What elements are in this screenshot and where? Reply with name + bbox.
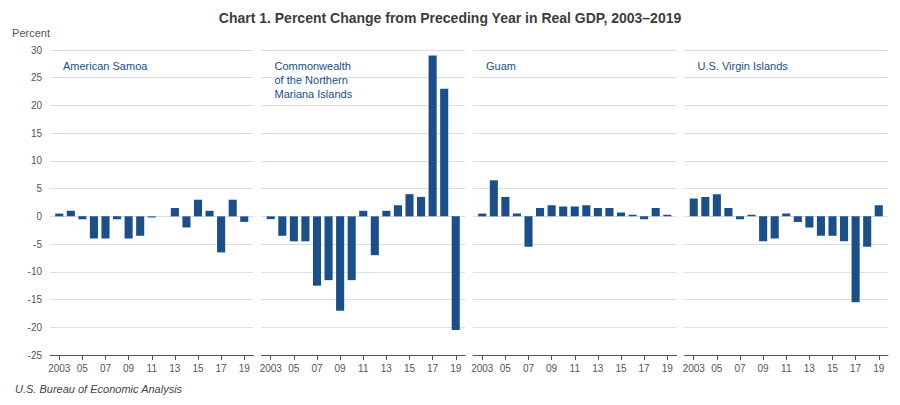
svg-text:-15: -15 bbox=[28, 294, 43, 305]
svg-text:15: 15 bbox=[827, 363, 839, 374]
svg-text:15: 15 bbox=[31, 128, 43, 139]
svg-text:Chart 1. Percent Change from P: Chart 1. Percent Change from Preceding Y… bbox=[219, 10, 682, 26]
svg-text:19: 19 bbox=[239, 363, 251, 374]
svg-text:-10: -10 bbox=[28, 266, 43, 277]
svg-text:11: 11 bbox=[147, 363, 158, 374]
svg-text:Percent: Percent bbox=[12, 27, 50, 39]
svg-text:2003: 2003 bbox=[683, 363, 706, 374]
svg-text:09: 09 bbox=[335, 363, 347, 374]
svg-text:13: 13 bbox=[804, 363, 816, 374]
svg-text:of the Northern: of the Northern bbox=[275, 74, 348, 86]
svg-text:U.S. Bureau of Economic Analys: U.S. Bureau of Economic Analysis bbox=[15, 383, 183, 395]
svg-text:Commonwealth: Commonwealth bbox=[275, 60, 351, 72]
svg-text:13: 13 bbox=[592, 363, 604, 374]
svg-text:09: 09 bbox=[758, 363, 770, 374]
svg-text:Guam: Guam bbox=[486, 60, 516, 72]
svg-text:09: 09 bbox=[546, 363, 558, 374]
svg-text:11: 11 bbox=[358, 363, 369, 374]
svg-text:30: 30 bbox=[31, 45, 43, 56]
svg-text:19: 19 bbox=[450, 363, 462, 374]
svg-text:0: 0 bbox=[36, 211, 42, 222]
svg-text:13: 13 bbox=[169, 363, 181, 374]
svg-text:17: 17 bbox=[216, 363, 228, 374]
svg-text:17: 17 bbox=[427, 363, 439, 374]
svg-text:19: 19 bbox=[873, 363, 885, 374]
svg-text:19: 19 bbox=[662, 363, 674, 374]
svg-text:2003: 2003 bbox=[48, 363, 71, 374]
svg-text:20: 20 bbox=[31, 100, 43, 111]
svg-text:-20: -20 bbox=[28, 322, 43, 333]
svg-text:15: 15 bbox=[615, 363, 627, 374]
svg-text:05: 05 bbox=[288, 363, 300, 374]
svg-text:Mariana Islands: Mariana Islands bbox=[275, 88, 353, 100]
svg-text:U.S. Virgin Islands: U.S. Virgin Islands bbox=[698, 60, 789, 72]
svg-text:2003: 2003 bbox=[471, 363, 494, 374]
svg-text:09: 09 bbox=[123, 363, 135, 374]
svg-text:11: 11 bbox=[570, 363, 581, 374]
svg-text:2003: 2003 bbox=[260, 363, 283, 374]
svg-text:13: 13 bbox=[381, 363, 393, 374]
svg-text:-5: -5 bbox=[33, 239, 42, 250]
svg-text:07: 07 bbox=[734, 363, 746, 374]
svg-text:17: 17 bbox=[639, 363, 651, 374]
svg-text:05: 05 bbox=[77, 363, 89, 374]
svg-text:-25: -25 bbox=[28, 350, 43, 361]
svg-text:5: 5 bbox=[36, 183, 42, 194]
svg-text:15: 15 bbox=[404, 363, 416, 374]
svg-text:11: 11 bbox=[781, 363, 792, 374]
svg-text:07: 07 bbox=[100, 363, 112, 374]
svg-text:15: 15 bbox=[192, 363, 204, 374]
svg-text:07: 07 bbox=[311, 363, 323, 374]
svg-text:07: 07 bbox=[523, 363, 535, 374]
svg-text:10: 10 bbox=[31, 155, 43, 166]
svg-text:05: 05 bbox=[500, 363, 512, 374]
svg-text:17: 17 bbox=[850, 363, 862, 374]
svg-text:05: 05 bbox=[711, 363, 723, 374]
svg-text:25: 25 bbox=[31, 72, 43, 83]
svg-text:American Samoa: American Samoa bbox=[63, 60, 148, 72]
